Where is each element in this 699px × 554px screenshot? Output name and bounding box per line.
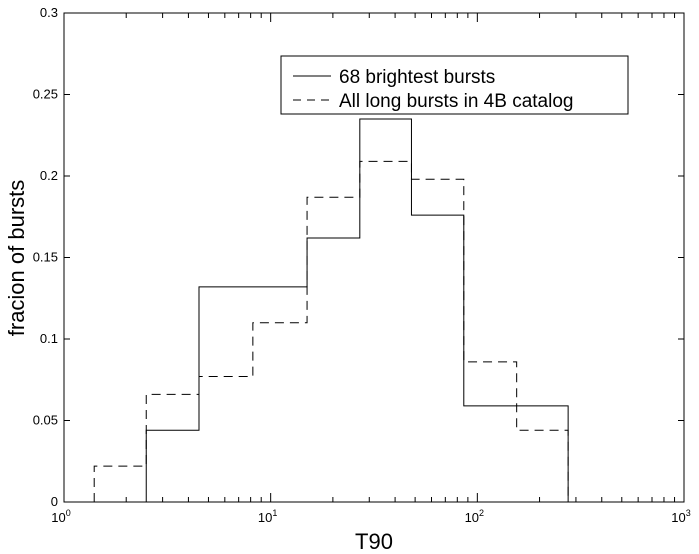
y-tick-label: 0.1	[40, 331, 58, 346]
x-tick-label: 101	[258, 508, 277, 525]
series-layer	[93, 118, 569, 502]
y-tick-label: 0.05	[33, 413, 58, 428]
x-axis-label: T90	[355, 529, 393, 554]
y-tick-label: 0.15	[33, 250, 58, 265]
axis-ticks: 0 0.05 0.1 0.15 0.2 0.25 0.3 100 101 102 103	[33, 5, 691, 525]
y-tick-label: 0.25	[33, 87, 58, 102]
y-axis-label: fracion of bursts	[4, 180, 29, 337]
legend: 68 brightest bursts All long bursts in 4B…	[280, 55, 629, 115]
y-tick-label: 0.2	[40, 168, 58, 183]
y-tick-label: 0	[51, 494, 58, 509]
x-tick-label: 100	[51, 508, 70, 525]
y-tick-label: 0.3	[40, 5, 58, 20]
legend-label: 68 brightest bursts	[339, 67, 495, 88]
x-tick-label: 102	[465, 508, 484, 525]
series-line-0	[145, 118, 569, 502]
legend-box	[280, 55, 629, 115]
x-tick-label: 103	[671, 508, 690, 525]
legend-label: All long bursts in 4B catalog	[339, 91, 573, 112]
series-line-1	[93, 160, 569, 502]
